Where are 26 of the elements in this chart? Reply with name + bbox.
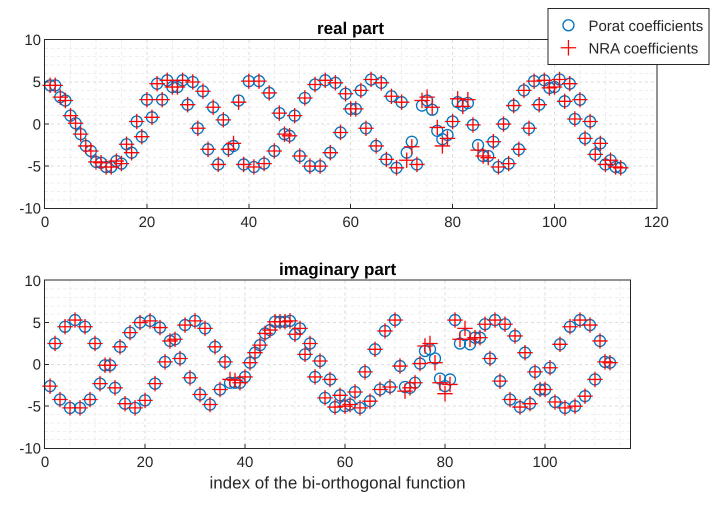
x-tick-label: 120 xyxy=(644,214,669,232)
x-tick-label: 40 xyxy=(240,214,258,232)
x-tick-label: 80 xyxy=(436,454,454,472)
chart-title: real part xyxy=(317,19,384,38)
y-tick-label: 5 xyxy=(32,74,42,92)
y-tick-label: 10 xyxy=(24,272,42,290)
y-tick-label: -10 xyxy=(19,440,42,458)
x-tick-label: 20 xyxy=(136,454,154,472)
x-axis-title: index of the bi-orthogonal function xyxy=(209,473,466,492)
x-tick-label: 100 xyxy=(542,214,567,232)
chart-title: imaginary part xyxy=(279,260,396,279)
x-tick-label: 60 xyxy=(336,454,354,472)
legend-label: Porat coefficients xyxy=(588,18,704,36)
x-tick-label: 100 xyxy=(532,454,558,472)
x-tick-label: 20 xyxy=(138,214,156,232)
x-tick-label: 60 xyxy=(342,214,360,232)
x-tick-label: 40 xyxy=(236,454,254,472)
y-tick-label: 0 xyxy=(32,116,42,134)
y-tick-label: -5 xyxy=(28,158,42,176)
y-tick-label: -10 xyxy=(19,200,42,218)
y-tick-label: -5 xyxy=(28,398,42,416)
legend-label: NRA coefficients xyxy=(588,40,698,58)
y-tick-label: 0 xyxy=(32,356,42,374)
x-tick-label: 80 xyxy=(444,214,461,232)
y-tick-label: 5 xyxy=(32,314,42,332)
y-tick-label: 10 xyxy=(24,32,42,50)
